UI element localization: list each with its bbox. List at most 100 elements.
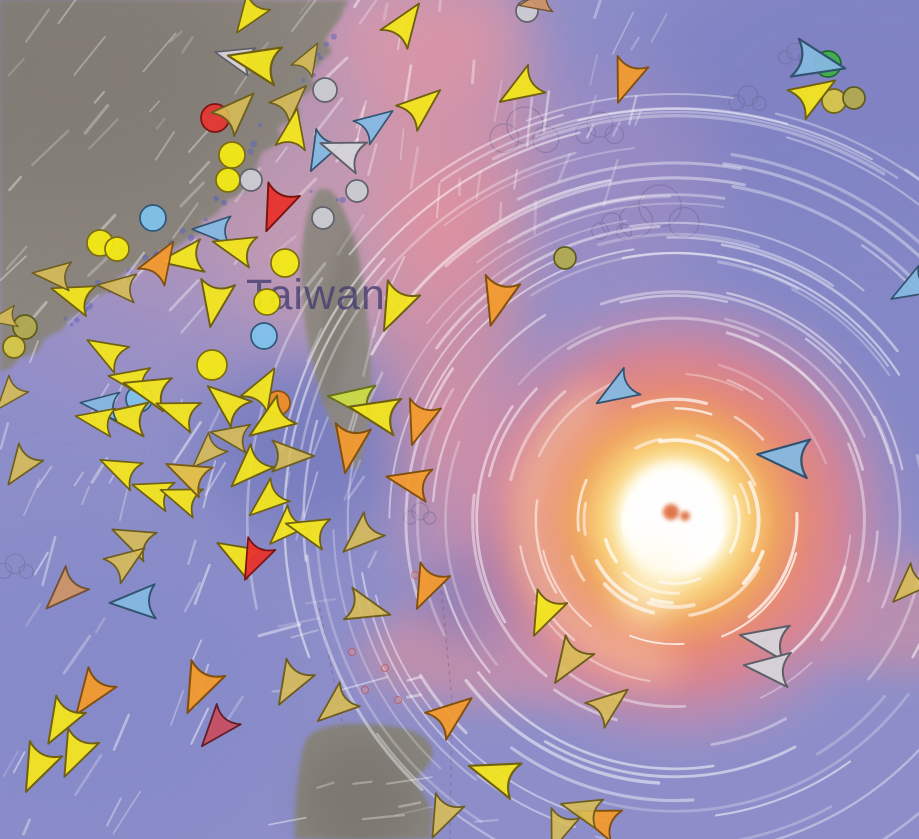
wind-report-arrow[interactable] bbox=[151, 389, 203, 434]
wind-report-arrow[interactable] bbox=[157, 238, 206, 278]
boundary-line bbox=[439, 574, 453, 839]
wind-report-arrow[interactable] bbox=[193, 278, 237, 330]
cloud-symbol-outline bbox=[0, 553, 34, 580]
observation-station-circle[interactable] bbox=[311, 206, 335, 230]
observation-station-circle[interactable] bbox=[2, 335, 26, 359]
wind-report-arrow[interactable] bbox=[541, 634, 596, 692]
observation-station-circle[interactable] bbox=[139, 204, 167, 232]
wind-report-arrow[interactable] bbox=[108, 583, 157, 620]
wind-report-arrow[interactable] bbox=[519, 588, 569, 643]
wind-report-arrow[interactable] bbox=[345, 389, 403, 437]
cloud-symbol-outline bbox=[618, 184, 700, 239]
wind-report-arrow[interactable] bbox=[491, 63, 547, 116]
wind-report-arrow[interactable] bbox=[756, 435, 812, 480]
wind-report-arrow[interactable] bbox=[240, 394, 298, 449]
wind-report-arrow[interactable] bbox=[395, 78, 451, 132]
observation-station-circle[interactable] bbox=[270, 248, 300, 278]
wind-report-arrow[interactable] bbox=[290, 37, 328, 78]
typhoon-eye bbox=[663, 504, 690, 521]
wind-report-arrow[interactable] bbox=[424, 685, 482, 741]
wind-report-arrow[interactable] bbox=[379, 0, 432, 50]
wind-report-arrow[interactable] bbox=[463, 748, 523, 800]
wind-report-arrow[interactable] bbox=[742, 648, 792, 688]
wind-report-arrow[interactable] bbox=[265, 657, 316, 713]
islet-outline bbox=[381, 664, 389, 672]
wind-report-arrow[interactable] bbox=[102, 536, 153, 585]
wind-report-arrow[interactable] bbox=[183, 431, 229, 477]
wind-report-arrow[interactable] bbox=[240, 477, 291, 527]
wind-report-arrow[interactable] bbox=[884, 265, 919, 312]
cloud-symbol-outline bbox=[728, 85, 767, 112]
observation-station-circle[interactable] bbox=[250, 322, 278, 350]
observation-station-circle[interactable] bbox=[312, 77, 338, 103]
wind-report-arrow[interactable] bbox=[80, 327, 131, 374]
wind-report-arrow[interactable] bbox=[106, 515, 158, 563]
wind-report-arrow[interactable] bbox=[35, 565, 90, 620]
wind-report-arrow[interactable] bbox=[517, 0, 554, 17]
observation-station-circle[interactable] bbox=[345, 179, 369, 203]
wind-report-arrow[interactable] bbox=[49, 727, 101, 784]
wind-report-arrow[interactable] bbox=[786, 66, 844, 121]
wind-report-arrow[interactable] bbox=[33, 694, 87, 753]
wind-report-arrow[interactable] bbox=[136, 233, 187, 287]
wind-report-arrow[interactable] bbox=[789, 37, 849, 87]
wind-report-arrow[interactable] bbox=[333, 511, 386, 563]
typhoon-glow bbox=[425, 270, 919, 770]
cloud-symbol-outline bbox=[403, 502, 437, 525]
wind-report-arrow[interactable] bbox=[190, 703, 242, 756]
observation-station-circle[interactable] bbox=[218, 141, 246, 169]
observation-station-circle[interactable] bbox=[12, 314, 38, 340]
wind-report-arrow[interactable] bbox=[308, 681, 361, 733]
wind-report-arrow[interactable] bbox=[603, 54, 650, 108]
wind-report-arrow[interactable] bbox=[224, 37, 284, 87]
wind-report-arrow[interactable] bbox=[557, 789, 605, 830]
wind-report-arrow[interactable] bbox=[588, 366, 642, 417]
wind-report-arrow[interactable] bbox=[0, 442, 45, 493]
wind-report-arrow[interactable] bbox=[274, 106, 311, 152]
wind-report-arrow[interactable] bbox=[368, 279, 422, 338]
wind-report-arrow[interactable] bbox=[383, 460, 434, 503]
wind-report-arrow[interactable] bbox=[159, 449, 214, 499]
observation-station-circle[interactable] bbox=[196, 349, 228, 381]
wind-report-arrow[interactable] bbox=[271, 439, 316, 473]
observation-station-circle[interactable] bbox=[104, 236, 130, 262]
wind-report-arrow[interactable] bbox=[231, 536, 277, 586]
wind-report-arrow[interactable] bbox=[225, 0, 272, 41]
observation-station-circle[interactable] bbox=[253, 288, 281, 316]
wind-report-arrow[interactable] bbox=[418, 792, 466, 839]
observation-station-circle[interactable] bbox=[215, 167, 241, 193]
observation-station-circle[interactable] bbox=[239, 168, 263, 192]
wind-report-arrow[interactable] bbox=[473, 273, 522, 330]
wind-report-arrow[interactable] bbox=[155, 476, 205, 519]
wind-report-arrow[interactable] bbox=[315, 128, 369, 175]
wind-report-arrow[interactable] bbox=[46, 273, 97, 318]
wind-report-arrow[interactable] bbox=[396, 397, 442, 450]
wind-report-arrow[interactable] bbox=[402, 561, 452, 616]
wind-report-arrow[interactable] bbox=[342, 586, 395, 631]
wind-report-arrow[interactable] bbox=[584, 677, 637, 729]
wind-report-arrow[interactable] bbox=[282, 508, 332, 551]
wind-report-arrow[interactable] bbox=[62, 666, 118, 724]
observation-station-circle[interactable] bbox=[553, 246, 577, 270]
wind-report-arrow[interactable] bbox=[327, 422, 372, 476]
islet-outline bbox=[348, 648, 356, 656]
wind-report-arrow[interactable] bbox=[96, 271, 138, 304]
wind-report-arrow[interactable] bbox=[171, 659, 227, 721]
wind-report-arrow[interactable] bbox=[73, 402, 117, 438]
wind-report-arrow[interactable] bbox=[352, 99, 401, 146]
wind-report-arrow[interactable] bbox=[31, 259, 73, 292]
wind-report-arrow[interactable] bbox=[210, 82, 265, 137]
wind-report-arrow[interactable] bbox=[882, 562, 919, 612]
wind-report-arrow[interactable] bbox=[197, 374, 253, 428]
wind-report-arrow[interactable] bbox=[0, 304, 19, 331]
wind-report-arrow[interactable] bbox=[0, 374, 30, 418]
wind-report-arrow[interactable] bbox=[209, 226, 259, 269]
wind-report-arrow[interactable] bbox=[94, 446, 144, 492]
wind-report-arrow[interactable] bbox=[208, 418, 252, 454]
wind-report-arrow[interactable] bbox=[10, 740, 64, 799]
observation-station-circle[interactable] bbox=[842, 86, 866, 110]
wind-report-arrow[interactable] bbox=[250, 181, 301, 237]
wind-report-arrow[interactable] bbox=[220, 443, 275, 498]
